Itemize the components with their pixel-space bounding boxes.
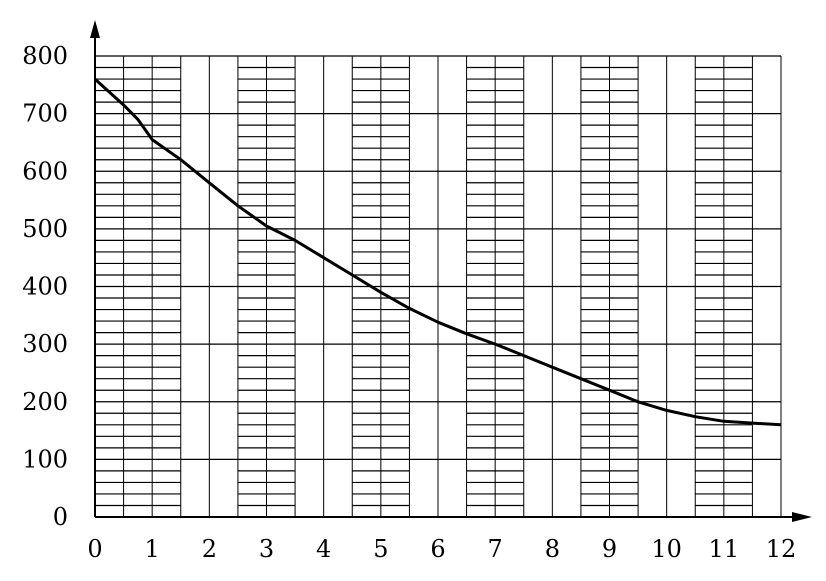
hatch-band	[95, 66, 181, 507]
y-tick-label: 400	[22, 273, 68, 301]
y-tick-label: 800	[22, 42, 68, 70]
y-tick-label: 200	[22, 388, 68, 416]
x-tick-label: 12	[766, 535, 797, 563]
x-tick-label: 8	[545, 535, 560, 563]
x-tick-label: 3	[259, 535, 274, 563]
y-tick-label: 600	[22, 157, 68, 185]
y-tick-label: 300	[22, 330, 68, 358]
x-tick-label: 7	[488, 535, 503, 563]
x-axis-arrow	[792, 512, 812, 522]
y-tick-label: 0	[53, 503, 68, 531]
y-tick-label: 100	[22, 445, 68, 473]
y-tick-label: 500	[22, 215, 68, 243]
y-tick-label: 700	[22, 100, 68, 128]
tick-labels: 0 1 2 3 4 5 6 7 8 9 10 11 12010020030040050060070080…	[22, 42, 796, 563]
y-axis-arrow	[90, 20, 100, 38]
data-series	[93, 77, 782, 427]
x-tick-label: 11	[709, 535, 740, 563]
x-tick-label: 4	[316, 535, 331, 563]
x-tick-label: 0	[87, 535, 102, 563]
x-tick-label: 2	[202, 535, 217, 563]
x-tick-label: 1	[145, 535, 160, 563]
x-tick-label: 9	[602, 535, 617, 563]
axes	[90, 20, 812, 522]
x-tick-label: 10	[651, 535, 682, 563]
x-tick-label: 5	[373, 535, 388, 563]
series-line	[93, 77, 782, 427]
x-tick-label: 6	[430, 535, 445, 563]
grid-lines	[95, 55, 782, 517]
